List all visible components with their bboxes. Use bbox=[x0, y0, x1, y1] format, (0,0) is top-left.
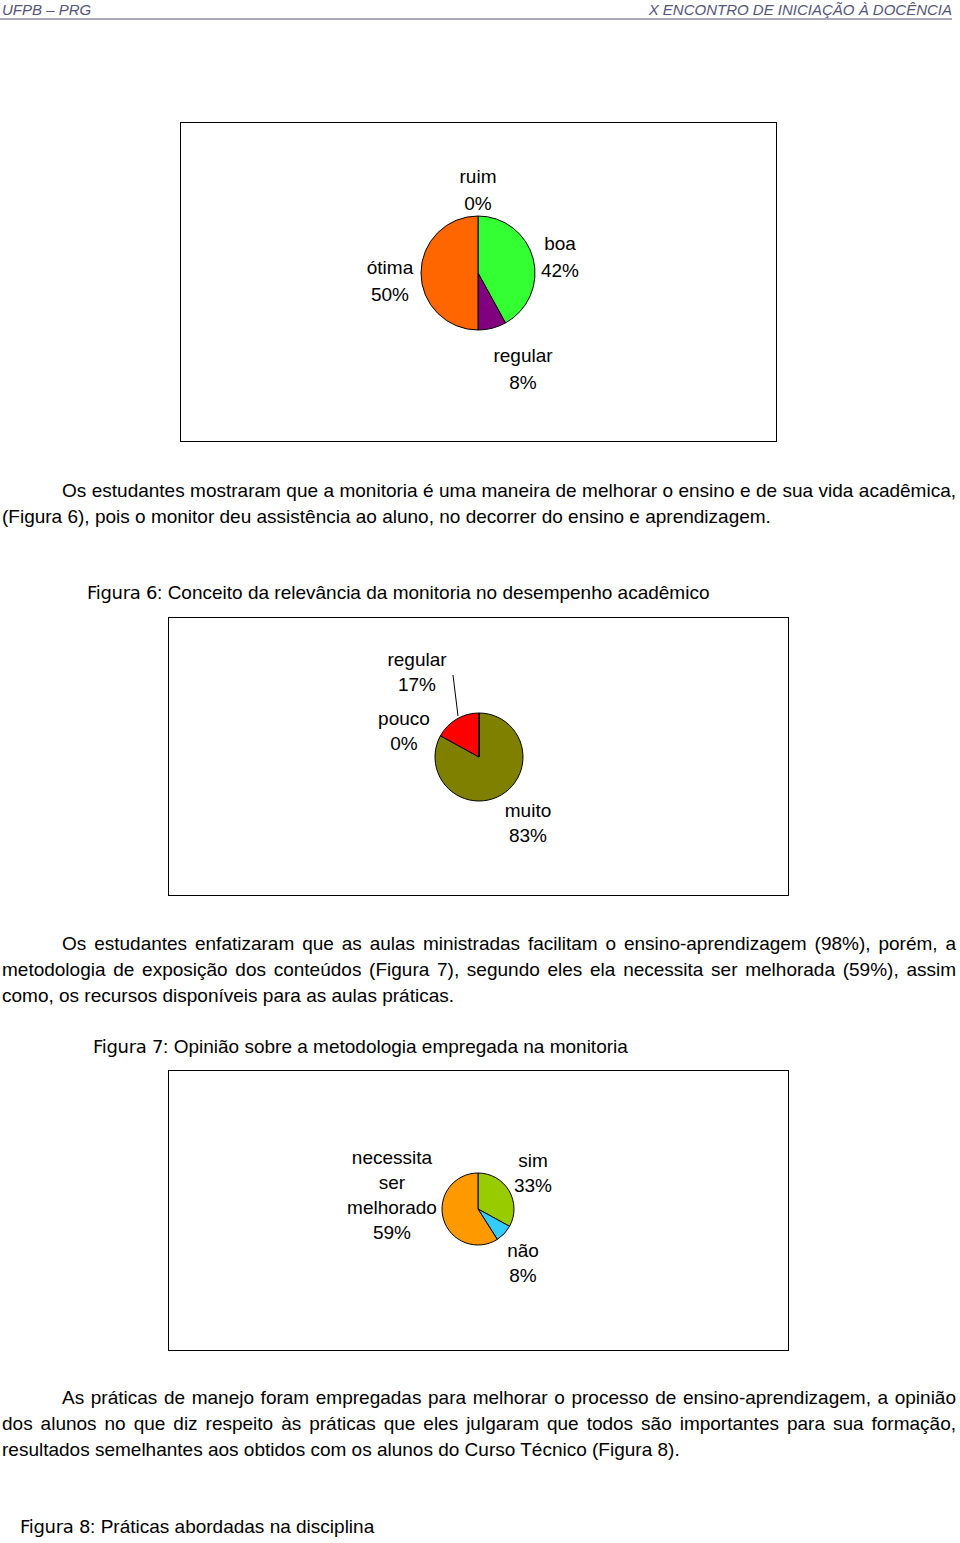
slice-category: muito bbox=[505, 800, 551, 821]
pie-slice bbox=[479, 713, 480, 757]
slice-category: necessitasermelhorado bbox=[347, 1147, 437, 1218]
slice-value: 8% bbox=[509, 1265, 537, 1286]
slice-category: boa bbox=[544, 233, 576, 254]
pie-slice bbox=[442, 1173, 497, 1245]
slice-value: 33% bbox=[514, 1175, 552, 1196]
caption-text: : Opinião sobre a metodologia empregada … bbox=[163, 1036, 628, 1057]
slice-value: 0% bbox=[390, 733, 418, 754]
slice-category: regular bbox=[387, 649, 447, 670]
slice-category: pouco bbox=[378, 708, 430, 729]
slice-value: 42% bbox=[541, 260, 579, 281]
figure-caption: Figura 8: Práticas abordadas na discipli… bbox=[20, 1515, 374, 1539]
pie-labels: muito 83% regular 17% pouco 0% bbox=[378, 649, 551, 846]
pie-slices bbox=[442, 1173, 514, 1245]
caption-label: Figura 6 bbox=[87, 582, 157, 603]
slice-category: ótima bbox=[367, 257, 414, 278]
pie-slice bbox=[435, 713, 523, 801]
paragraph: Os estudantes enfatizaram que as aulas m… bbox=[2, 931, 956, 1009]
slice-category: sim bbox=[518, 1150, 548, 1171]
header-left: UFPB – PRG bbox=[2, 1, 91, 18]
paragraph: As práticas de manejo foram empregadas p… bbox=[2, 1385, 956, 1463]
caption-text: : Conceito da relevância da monitoria no… bbox=[157, 582, 709, 603]
pie-labels: sim 33% não 8% necessitasermelhorado 59% bbox=[347, 1147, 552, 1286]
header-rule bbox=[0, 19, 952, 20]
slice-category: regular bbox=[493, 345, 553, 366]
leader-line bbox=[453, 675, 458, 716]
slice-value: 50% bbox=[371, 284, 409, 305]
slice-category: não bbox=[507, 1240, 539, 1261]
chart-frame bbox=[169, 618, 789, 896]
pie-chart: muito 83% regular 17% pouco 0% bbox=[169, 618, 789, 896]
pie-slice bbox=[478, 273, 505, 330]
slice-value: 8% bbox=[509, 372, 537, 393]
pie-slice bbox=[421, 216, 478, 330]
slice-value: 0% bbox=[464, 193, 492, 214]
slice-value: 83% bbox=[509, 825, 547, 846]
chart-frame bbox=[169, 1071, 789, 1351]
slice-category: ruim bbox=[460, 166, 497, 187]
caption-label: Figura 8 bbox=[20, 1516, 90, 1537]
pie-slices bbox=[435, 713, 523, 801]
figure-caption: Figura 7: Opinião sobre a metodologia em… bbox=[93, 1035, 628, 1059]
pie-chart: ruim 0% boa 42% regular 8% ótima 50% bbox=[181, 123, 777, 442]
pie-slice bbox=[440, 713, 479, 757]
figure-caption: Figura 6: Conceito da relevância da moni… bbox=[87, 581, 710, 605]
header-right: X ENCONTRO DE INICIAÇÃO À DOCÊNCIA bbox=[649, 1, 952, 18]
slice-value: 59% bbox=[373, 1222, 411, 1243]
caption-text: : Práticas abordadas na disciplina bbox=[90, 1516, 374, 1537]
pie-chart: sim 33% não 8% necessitasermelhorado 59% bbox=[169, 1071, 789, 1351]
chart-frame bbox=[181, 123, 777, 442]
slice-value: 17% bbox=[398, 674, 436, 695]
pie-labels: ruim 0% boa 42% regular 8% ótima 50% bbox=[367, 166, 579, 393]
paragraph: Os estudantes mostraram que a monitoria … bbox=[2, 478, 956, 530]
caption-label: Figura 7 bbox=[93, 1036, 163, 1057]
pie-slices bbox=[421, 216, 535, 330]
page-graphics: ruim 0% boa 42% regular 8% ótima 50% muito 83% reg… bbox=[0, 0, 960, 1543]
